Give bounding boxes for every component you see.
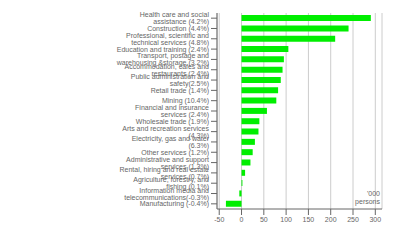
svg-text:Financial and insuranceservice: Financial and insuranceservices (2.4%) [135,104,209,119]
svg-text:300: 300 [369,216,381,223]
svg-text:200: 200 [325,216,337,223]
svg-text:Electricity, gas and water(6.3: Electricity, gas and water(6.3%) [132,135,210,150]
svg-text:Manufacturing (-0.4%): Manufacturing (-0.4%) [140,200,209,208]
svg-text:150: 150 [303,216,315,223]
svg-text:0: 0 [240,216,244,223]
svg-text:Information media andtelecommu: Information media andtelecommunications(… [124,187,209,202]
svg-text:-50: -50 [214,216,224,223]
svg-text:Public administration andsafet: Public administration andsafety(2.5%) [131,73,209,88]
svg-text:250: 250 [347,216,359,223]
svg-text:Retail trade (1.4%): Retail trade (1.4%) [151,87,209,95]
svg-text:Health care and socialassistan: Health care and socialassistance (4.2%) [140,11,210,26]
svg-text:100: 100 [280,216,292,223]
svg-text:50: 50 [260,216,268,223]
svg-text:Professional, scientific andte: Professional, scientific andtechnical se… [126,32,209,47]
